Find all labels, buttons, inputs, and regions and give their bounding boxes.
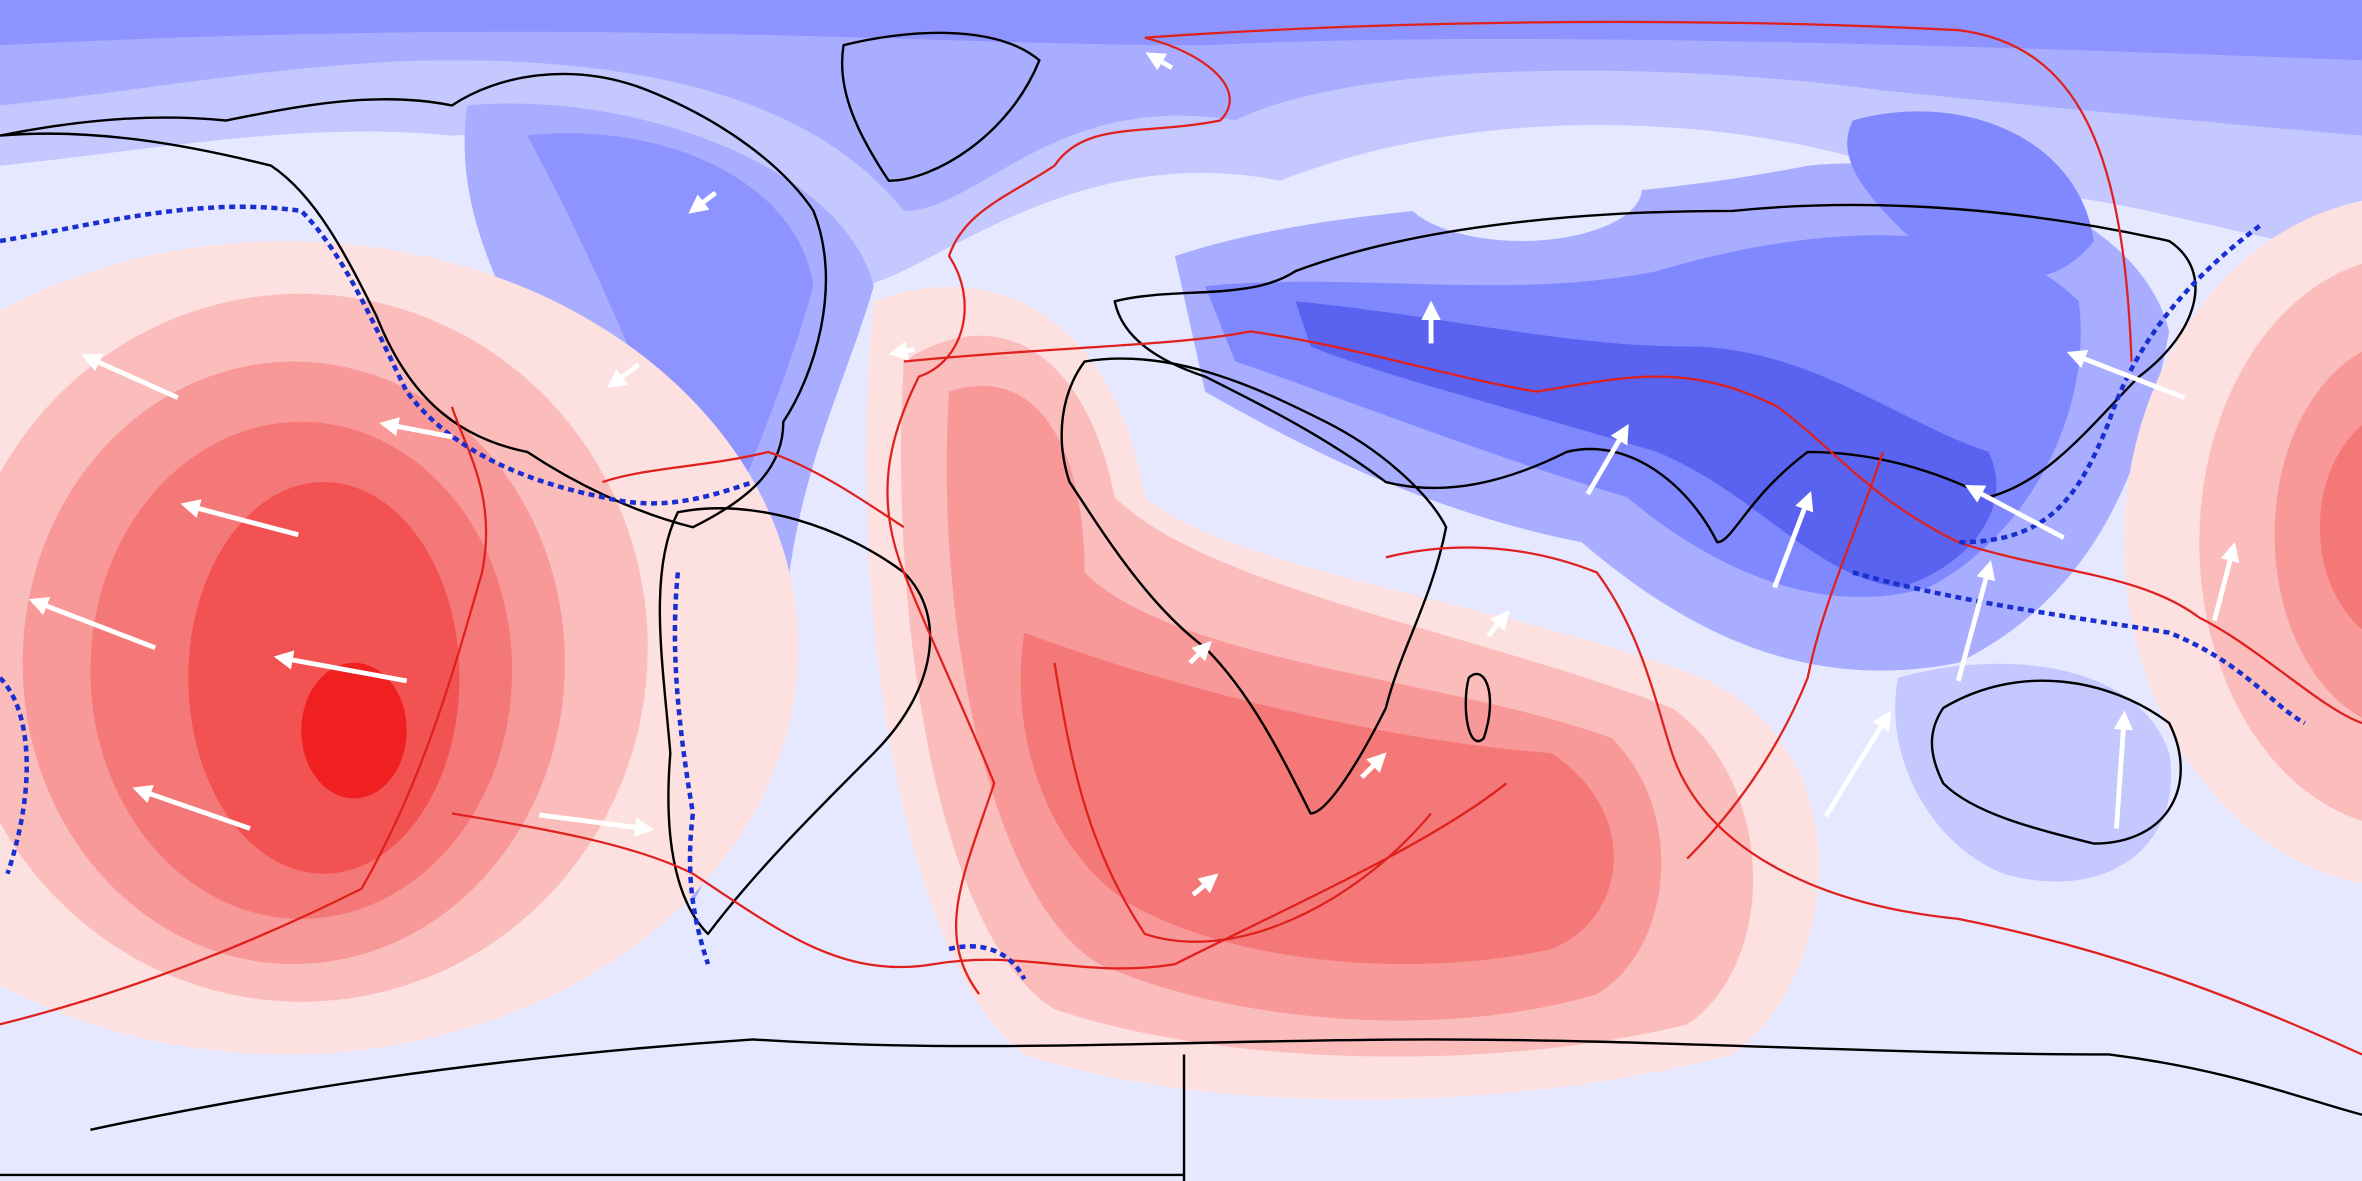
velocity-arrow xyxy=(1191,873,1219,897)
velocity-arrow xyxy=(1360,752,1387,779)
velocity-arrow xyxy=(1955,560,1996,682)
velocity-arrow xyxy=(273,650,408,684)
plate-boundarie xyxy=(1053,662,1432,943)
subduction-zone xyxy=(948,944,1027,981)
field xyxy=(1895,663,2172,882)
field xyxy=(0,0,2362,61)
coastline xyxy=(1930,679,2182,845)
plate-boundarie xyxy=(602,450,905,529)
subduction-zone xyxy=(1852,570,2306,726)
velocity-arrow xyxy=(132,784,251,831)
velocity-arrow xyxy=(180,499,299,538)
coastline xyxy=(1113,203,2197,544)
velocity-arrow xyxy=(1585,424,1629,496)
velocity-arrow xyxy=(606,362,641,389)
velocity-arrow xyxy=(1823,710,1892,818)
plate-boundarie xyxy=(886,36,1231,995)
plate-boundarie xyxy=(1144,20,2133,362)
velocity-arrow xyxy=(1486,610,1510,638)
velocity-arrows xyxy=(28,52,2240,897)
velocity-arrow xyxy=(688,190,717,214)
field xyxy=(527,133,814,543)
velocity-arrow xyxy=(2212,542,2240,622)
coastline xyxy=(1464,672,1492,743)
velocity-arrow xyxy=(1145,52,1174,71)
coastline xyxy=(90,1038,2362,1131)
subduction-zone xyxy=(0,676,29,875)
plate-boundarie xyxy=(1385,546,2362,1056)
subduction-zone xyxy=(672,572,711,965)
plate-boundaries xyxy=(0,20,2362,1056)
field xyxy=(301,662,407,799)
coastline xyxy=(658,507,932,936)
plate-boundarie xyxy=(451,782,1508,970)
velocity-arrow xyxy=(1188,640,1212,665)
plate-boundarie xyxy=(903,330,2362,725)
subduction-zone xyxy=(0,204,754,506)
velocity-arrow xyxy=(379,417,453,440)
velocity-arrow xyxy=(888,341,915,361)
velocity-arrow xyxy=(538,812,655,837)
plate-boundarie xyxy=(0,406,488,1026)
coastline xyxy=(0,72,828,529)
velocity-arrow xyxy=(1772,491,1814,589)
field xyxy=(2274,351,2362,718)
field xyxy=(1295,301,1997,588)
velocity-arrow xyxy=(28,597,157,650)
field xyxy=(2319,425,2362,630)
coastlines xyxy=(0,31,2362,1181)
plate-boundarie xyxy=(1686,451,1885,860)
velocity-arrow xyxy=(1964,485,2065,540)
field xyxy=(0,0,2362,211)
velocity-arrow xyxy=(81,353,179,400)
subduction-zones xyxy=(0,204,2306,981)
field xyxy=(1020,632,1614,965)
coastline xyxy=(1060,357,1448,815)
field xyxy=(1847,111,2094,280)
coastline xyxy=(840,31,1041,182)
velocity-arrow xyxy=(2066,350,2186,400)
velocity-arrow xyxy=(2113,710,2133,829)
field xyxy=(1400,135,1642,242)
